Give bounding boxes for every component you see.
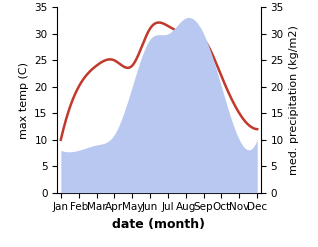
Y-axis label: med. precipitation (kg/m2): med. precipitation (kg/m2)	[289, 25, 299, 175]
X-axis label: date (month): date (month)	[113, 218, 205, 231]
Y-axis label: max temp (C): max temp (C)	[19, 62, 29, 139]
